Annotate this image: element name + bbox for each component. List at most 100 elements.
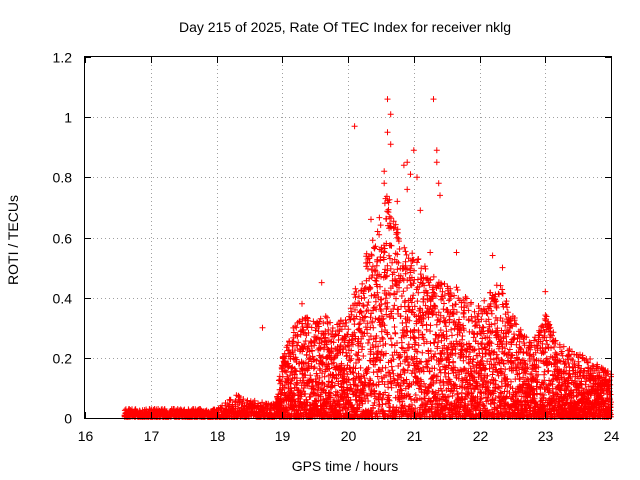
data-point <box>353 289 360 295</box>
data-point <box>454 287 461 293</box>
data-point <box>468 299 475 306</box>
data-point <box>320 320 327 326</box>
data-point <box>388 363 395 370</box>
data-point <box>327 390 334 397</box>
data-point <box>293 375 300 382</box>
data-point <box>304 323 311 330</box>
data-point <box>291 371 298 378</box>
data-point <box>307 372 314 379</box>
data-point <box>322 335 329 342</box>
data-point <box>352 294 359 301</box>
data-point <box>303 352 310 359</box>
data-point <box>351 381 358 388</box>
data-point <box>376 231 383 238</box>
data-point <box>470 330 477 337</box>
data-point <box>376 214 383 221</box>
data-point <box>427 328 434 335</box>
data-point <box>352 285 359 292</box>
data-point <box>227 396 234 403</box>
data-point <box>459 333 466 339</box>
data-point <box>344 371 351 378</box>
data-point <box>343 319 350 326</box>
data-point <box>325 326 332 333</box>
data-point <box>236 394 243 401</box>
data-point <box>327 319 334 326</box>
data-point <box>305 317 312 324</box>
data-point <box>449 332 455 339</box>
data-point <box>352 365 359 372</box>
data-point <box>391 290 398 297</box>
data-point <box>430 273 437 280</box>
data-point <box>391 324 398 330</box>
data-point <box>309 353 316 360</box>
data-point <box>302 338 309 344</box>
data-point <box>334 350 341 357</box>
data-point <box>351 329 358 336</box>
data-point <box>499 290 506 297</box>
data-point <box>328 379 335 386</box>
data-point <box>414 276 421 283</box>
data-point <box>300 385 307 391</box>
data-point <box>317 315 324 322</box>
data-point <box>504 304 510 311</box>
data-point <box>511 331 517 338</box>
data-point <box>295 339 302 346</box>
data-point <box>308 324 315 331</box>
data-point <box>281 368 288 375</box>
data-point <box>321 373 328 380</box>
data-point <box>347 396 354 403</box>
data-point <box>402 248 409 255</box>
data-point <box>409 250 416 257</box>
data-point <box>551 344 558 350</box>
data-point <box>392 330 399 337</box>
data-point <box>365 299 372 306</box>
data-point <box>441 300 447 307</box>
data-point <box>354 352 361 359</box>
data-point <box>441 369 448 376</box>
data-point <box>232 398 239 405</box>
data-point <box>328 384 335 391</box>
data-point <box>384 208 391 215</box>
data-point <box>290 338 297 345</box>
data-point <box>350 369 357 376</box>
data-point <box>352 306 358 313</box>
data-point <box>565 347 571 354</box>
data-point <box>391 302 398 309</box>
data-point <box>437 366 444 373</box>
data-point <box>302 390 309 397</box>
data-point <box>352 333 359 340</box>
data-point <box>311 342 318 349</box>
data-point <box>446 316 453 323</box>
data-point <box>415 256 422 262</box>
data-point <box>287 380 294 387</box>
data-point <box>342 317 349 324</box>
data-point <box>283 369 290 376</box>
data-point <box>364 302 371 309</box>
data-point <box>386 252 392 259</box>
data-point <box>280 384 287 391</box>
data-point <box>346 343 353 350</box>
data-point <box>377 222 384 229</box>
data-point <box>267 405 274 412</box>
data-point <box>550 329 557 336</box>
data-point <box>312 339 318 346</box>
data-points-layer <box>121 96 614 420</box>
data-point <box>398 339 405 346</box>
data-point <box>348 355 355 362</box>
data-point <box>294 380 301 387</box>
data-point <box>545 367 552 374</box>
data-point <box>326 365 333 372</box>
data-point <box>350 341 356 348</box>
data-point <box>345 326 352 333</box>
data-point <box>347 316 354 323</box>
data-point <box>313 357 320 364</box>
data-point <box>329 328 336 335</box>
data-point <box>388 335 394 342</box>
data-point <box>404 285 411 291</box>
data-point <box>353 313 360 320</box>
data-point <box>285 376 292 383</box>
data-point <box>323 341 330 348</box>
data-point <box>488 310 495 317</box>
grid-layer <box>85 57 611 418</box>
data-point <box>423 326 430 333</box>
